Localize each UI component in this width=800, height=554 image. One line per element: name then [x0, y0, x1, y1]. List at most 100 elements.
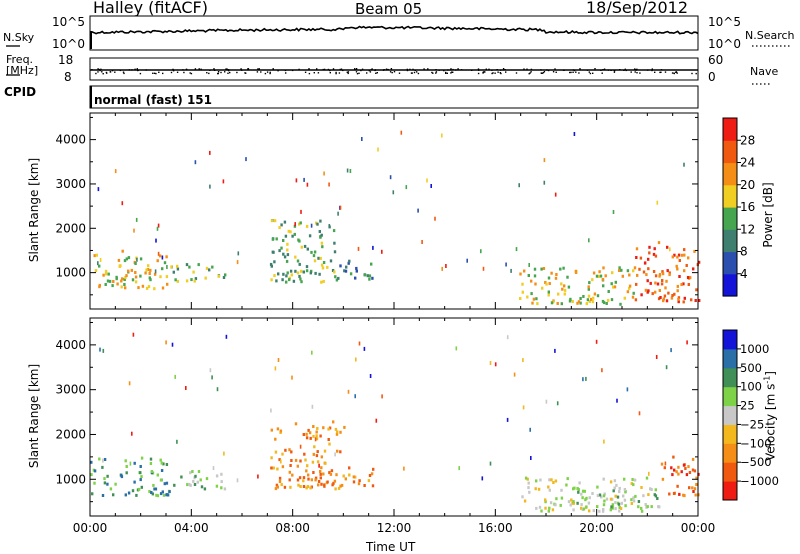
power-echo-cell: [306, 247, 309, 251]
velocity-scatter-cell: [102, 458, 104, 463]
power-echo-cell: [115, 277, 118, 281]
velocity-colorbar-tick-label: −100: [740, 436, 772, 450]
nave-point: [152, 72, 154, 74]
velocity-scatter-cell: [129, 461, 132, 466]
power-echo-cell: [318, 230, 321, 233]
power-echo-cell: [569, 297, 572, 301]
power-echo-cell: [368, 274, 372, 278]
velocity-scatter-cell: [585, 376, 587, 381]
power-echo-cell: [530, 279, 533, 283]
velocity-echo-cell: [615, 483, 618, 487]
power-echo-cell: [683, 296, 686, 300]
velocity-echo-cell: [650, 505, 653, 509]
velocity-echo-cell: [93, 469, 97, 473]
nave-point: [624, 68, 626, 70]
velocity-echo-cell: [296, 478, 300, 482]
nave-point: [451, 71, 453, 73]
power-echo-cell: [579, 297, 582, 300]
nsky-tick-bottom: 10^0: [52, 37, 85, 51]
nave-point: [610, 69, 612, 71]
power-echo-cell: [568, 299, 572, 303]
velocity-echo-cell: [335, 432, 339, 436]
power-echo-cell: [161, 267, 164, 271]
power-echo-cell: [148, 272, 151, 275]
velocity-echo-cell: [352, 475, 355, 479]
power-scatter-cell: [377, 147, 379, 152]
velocity-echo-cell: [276, 485, 279, 489]
power-echo-cell: [300, 269, 303, 273]
velocity-echo-cell: [289, 485, 292, 489]
xtick-label: 12:00: [377, 521, 412, 535]
power-echo-cell: [125, 274, 128, 278]
nave-point: [209, 69, 211, 71]
power-echo-cell: [310, 250, 313, 254]
nave-point: [427, 68, 429, 70]
power-echo-cell: [172, 270, 175, 274]
power-echo-cell: [194, 277, 198, 281]
velocity-echo-cell: [319, 470, 322, 473]
velocity-echo-cell: [569, 503, 572, 507]
velocity-echo-cell: [160, 469, 164, 472]
nave-point: [639, 72, 641, 74]
nave-point: [99, 69, 101, 72]
power-echo-cell: [668, 273, 671, 277]
velocity-echo-cell: [149, 457, 153, 461]
velocity-echo-cell: [274, 437, 277, 441]
nave-point: [97, 68, 99, 70]
power-echo-cell: [610, 298, 614, 302]
power-colorbar-segment: [723, 162, 737, 186]
power-echo-cell: [602, 284, 605, 288]
power-echo-cell: [660, 282, 664, 286]
power-echo-cell: [331, 269, 335, 272]
power-echo-cell: [692, 267, 695, 271]
nave-point: [208, 72, 210, 75]
velocity-echo-cell: [535, 479, 538, 483]
power-echo-cell: [283, 220, 287, 224]
power-echo-cell: [145, 268, 148, 272]
velocity-scatter-cell: [375, 418, 378, 423]
velocity-echo-cell: [316, 450, 319, 454]
power-echo-cell: [677, 300, 680, 304]
velocity-scatter-cell: [595, 339, 598, 344]
nave-point: [308, 68, 310, 70]
velocity-echo-cell: [120, 475, 124, 479]
velocity-echo-cell: [315, 430, 318, 434]
nave-label: Nave: [750, 65, 779, 78]
power-echo-cell: [585, 302, 588, 306]
velocity-scatter-cell: [403, 466, 405, 471]
velocity-echo-cell: [352, 480, 356, 484]
nave-point: [589, 72, 592, 75]
velocity-scatter-cell: [277, 358, 280, 362]
power-scatter-cell: [222, 179, 225, 184]
power-echo-cell: [605, 302, 608, 305]
nave-point: [200, 68, 202, 70]
nave-point: [547, 69, 550, 72]
velocity-echo-cell: [305, 436, 309, 440]
power-echo-cell: [355, 269, 358, 273]
velocity-echo-cell: [215, 484, 219, 488]
power-echo-cell: [94, 269, 98, 273]
velocity-echo-cell: [632, 483, 635, 487]
velocity-echo-cell: [336, 449, 339, 453]
power-scatter-cell: [417, 208, 419, 213]
nave-point: [95, 72, 97, 75]
velocity-echo-cell: [140, 456, 144, 460]
velocity-echo-cell: [596, 485, 599, 489]
power-echo-cell: [134, 271, 137, 274]
velocity-echo-cell: [139, 478, 142, 482]
power-echo-cell: [556, 302, 559, 305]
velocity-echo-cell: [320, 455, 323, 459]
nave-point: [431, 71, 433, 74]
velocity-echo-cell: [684, 467, 687, 470]
velocity-scatter-cell: [670, 348, 672, 353]
nave-point: [206, 72, 208, 74]
power-echo-cell: [658, 273, 662, 276]
velocity-echo-cell: [617, 502, 621, 506]
velocity-echo-cell: [578, 481, 581, 485]
velocity-echo-cell: [663, 466, 666, 470]
power-echo-cell: [156, 259, 159, 263]
nave-point: [523, 68, 525, 70]
power-echo-cell: [557, 292, 560, 296]
velocity-echo-cell: [312, 434, 315, 438]
nave-point: [228, 69, 230, 72]
